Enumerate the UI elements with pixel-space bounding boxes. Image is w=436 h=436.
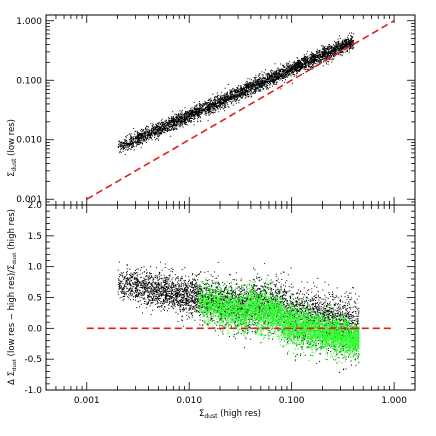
bottom-ytick-label: 0.0: [28, 324, 43, 334]
top-reference-line: [86, 20, 395, 200]
bottom-ticks: 0.001 0.010 0.100 1.000 -1.0 -0.5 0.0 0.5 1.0 1.5…: [24, 201, 415, 406]
top-ylabel: Σdust (low res): [7, 119, 18, 177]
bottom-panel: 0.001 0.010 0.100 1.000 -1.0 -0.5 0.0 0.5 1.0 1.5…: [7, 201, 416, 420]
top-ytick-label: 0.001: [16, 195, 42, 205]
bottom-scatter-green: [197, 277, 360, 364]
bottom-xtick-label: 0.001: [74, 396, 100, 406]
bottom-ylabel-text: Δ Σ: [7, 371, 17, 385]
top-scatter-black: [117, 32, 355, 155]
bottom-xlabel-tail: (high res): [217, 409, 261, 419]
bottom-scatter-black: [117, 261, 360, 373]
bottom-ytick-label: -0.5: [24, 355, 42, 365]
top-ylabel-tail: (low res): [7, 119, 17, 159]
bottom-xtick-label: 1.000: [381, 396, 407, 406]
top-ytick-label: 0.100: [16, 76, 42, 86]
top-scatter-points: [117, 32, 355, 155]
bottom-ylabel-mid: (low res − high res)/Σ: [7, 265, 17, 359]
bottom-scatter-points-black: [117, 261, 360, 373]
bottom-ytick-label: 1.5: [28, 232, 42, 242]
bottom-ylabel-sub2: dust: [12, 252, 18, 265]
bottom-xlabel: Σdust (high res): [199, 409, 261, 420]
bottom-ytick-label: 0.5: [28, 294, 42, 304]
bottom-xtick-label: 0.100: [279, 396, 305, 406]
bottom-ytick-label: -1.0: [24, 386, 42, 396]
bottom-ytick-label: 2.0: [28, 201, 43, 211]
bottom-ylabel-tail: (high res): [7, 209, 17, 253]
top-plot-frame: [45, 14, 416, 206]
top-ytick-label: 1.000: [16, 17, 42, 27]
bottom-xlabel-sub: dust: [204, 413, 218, 420]
bottom-xtick-label: 0.010: [176, 396, 202, 406]
top-ytick-label: 0.010: [16, 136, 42, 146]
bottom-scatter-points-green: [197, 277, 360, 364]
bottom-ytick-label: 1.0: [28, 263, 43, 273]
bottom-xlabel-main: Σ: [199, 409, 204, 419]
top-panel: 0.001 0.010 0.100 1.000 Σdust (low res): [7, 14, 416, 206]
top-ticks: 0.001 0.010 0.100 1.000: [16, 15, 415, 206]
top-ylabel-main: Σ: [7, 172, 17, 177]
bottom-ylabel-sub1: dust: [12, 358, 18, 371]
bottom-ylabel: Δ Σdust (low res − high res)/Σdust (high…: [7, 209, 18, 385]
top-ylabel-sub: dust: [11, 158, 18, 172]
